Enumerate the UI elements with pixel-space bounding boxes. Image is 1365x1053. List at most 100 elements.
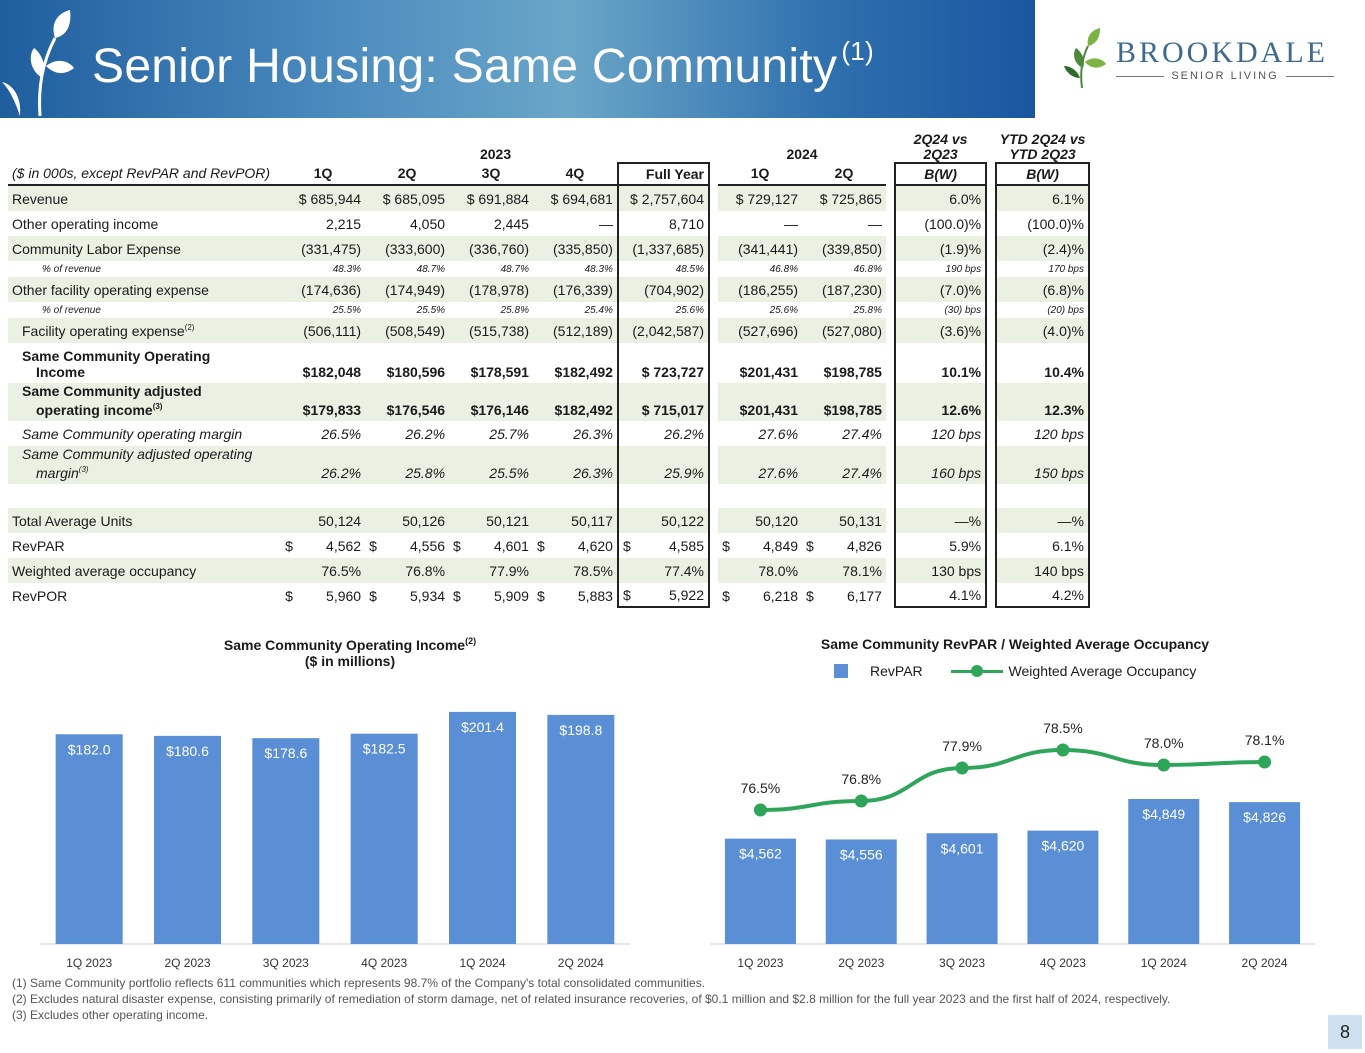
row-label: RevPAR [12,537,65,554]
table-cell: (1,337,685) [616,236,710,261]
year-2024-header: 2024 [786,146,818,162]
table-cell: $ 694,681 [532,186,617,211]
table-cell: $4,556 [369,537,446,554]
table-cell: $ 725,865 [802,186,886,211]
table-cell: (20) bps [995,302,1090,318]
column-header-row: ($ in 000s, except RevPAR and RevPOR) 1Q… [8,162,1090,186]
table-cell: (187,230) [802,277,886,302]
table-row: % of revenue 25.5% 25.5% 25.8% 25.4% 25.6% 25.… [8,302,1090,318]
bar [252,738,320,944]
table-cell: (174,949) [365,277,450,302]
table-cell: $ 685,095 [365,186,450,211]
table-cell: 27.4% [802,446,886,484]
table-row: Facility operating expense(2) (506,111) (5… [8,318,1090,343]
table-cell: 10.1% [894,343,988,383]
table-cell: (2,042,587) [616,318,710,343]
logo-subtitle: SENIOR LIVING [1116,70,1334,82]
table-cell: $5,909 [453,587,529,604]
table-cell: $4,620 [536,537,613,554]
table-cell: (515,738) [449,318,533,343]
footnote-1: (1) Same Community portfolio reflects 61… [12,976,706,990]
legend-occupancy-label: Weighted Average Occupancy [1008,663,1197,679]
table-cell: $182,048 [302,364,362,380]
table-cell: 12.3% [995,383,1090,421]
year-2023-header: 2023 [479,146,512,162]
table-cell: (704,902) [616,277,710,302]
table-cell: 48.3% [584,263,613,275]
table-cell: (1.9)% [894,236,988,261]
table-cell: 50,131 [802,508,886,533]
chart2-title: Same Community RevPAR / Weighted Average… [820,636,1210,652]
table-cell: 50,126 [365,508,450,533]
bar-label: $178.6 [264,745,307,761]
page-title: Senior Housing: Same Community (1) [92,36,874,93]
table-cell: — [598,215,613,232]
row-label: Weighted average occupancy [8,558,282,583]
revpar-label: $4,849 [1142,806,1185,822]
table-cell: (339,850) [802,236,886,261]
table-row: Same Community adjusted operating income(… [8,383,1090,421]
table-cell: $5,883 [536,587,613,604]
footnote-2: (2) Excludes natural disaster expense, c… [12,992,1171,1006]
table-cell: $179,833 [281,383,366,421]
table-cell: 77.4% [616,558,710,583]
bar-label: $180.6 [166,743,209,759]
revpar-label: $4,601 [941,840,984,856]
table-cell: (174,636) [281,277,366,302]
table-cell: 26.2% [405,425,446,442]
bar [350,733,418,944]
table-row: Total Average Units 50,124 50,126 50,121 50,… [8,508,1090,533]
logo-name: BROOKDALE [1116,36,1328,69]
brookdale-logo: BROOKDALE SENIOR LIVING [1062,28,1342,89]
table-cell: 4.2% [995,583,1090,608]
revpar-bar [1128,798,1200,944]
col-header: 3Q [449,162,533,186]
revpar-bar [825,839,897,944]
table-cell: 4,050 [409,215,446,232]
table-cell: (335,850) [532,236,617,261]
occupancy-line [760,747,1265,812]
table-cell: $ 715,017 [616,383,710,421]
table-cell: 8,710 [616,211,710,236]
table-cell: $201,431 [739,364,799,380]
table-cell: 26.2% [281,446,366,484]
table-cell: 78.0% [718,558,803,583]
footnote-3: (3) Excludes other operating income. [12,1008,209,1022]
table-cell: (527,696) [718,318,803,343]
occupancy-label: 78.5% [1043,720,1083,736]
occupancy-label: 77.9% [942,738,982,754]
table-cell: (176,339) [532,277,617,302]
revpar-label: $4,826 [1243,809,1286,825]
table-row: Weighted average occupancy 76.5% 76.8% 77.9… [8,558,1090,583]
table-cell: 160 bps [894,446,988,484]
table-cell: (7.0)% [894,277,988,302]
table-cell: 25.4% [584,304,613,316]
table-cell: $5,922 [616,583,710,608]
table-row: Same Community Operating Income $182,048 $1… [8,343,1090,383]
table-cell: 6.1% [995,186,1090,211]
table-cell: (100.0)% [995,211,1090,236]
row-label: Same Community Operating Income [22,348,211,380]
table-cell: $180,596 [386,364,446,380]
row-label: Community Labor Expense [8,236,282,261]
table-cell: 48.5% [616,261,710,277]
legend-revpar-swatch [834,664,848,678]
x-tick-label: 4Q 2023 [1040,956,1086,970]
col-header: 4Q [532,162,617,186]
occupancy-point [1056,743,1070,757]
x-tick-label: 1Q 2024 [1141,956,1187,970]
bar-label: $182.5 [363,741,406,757]
table-cell: 26.2% [616,421,710,446]
table-cell: 6.1% [995,533,1090,558]
x-tick-label: 1Q 2024 [459,956,505,970]
table-cell: 10.4% [995,343,1090,383]
bar [55,734,123,944]
table-cell: 50,121 [449,508,533,533]
table-cell: $176,146 [449,383,533,421]
units-label: ($ in 000s, except RevPAR and RevPOR) [8,162,282,186]
table-cell: $178,591 [470,364,529,380]
table-cell: 46.8% [769,263,799,275]
table-cell: (3.6)% [894,318,988,343]
financial-table: 2023 2024 2Q24 vs 2Q23 YTD 2Q24 vs YTD 2Q2… [8,128,1090,608]
table-cell: 130 bps [894,558,988,583]
